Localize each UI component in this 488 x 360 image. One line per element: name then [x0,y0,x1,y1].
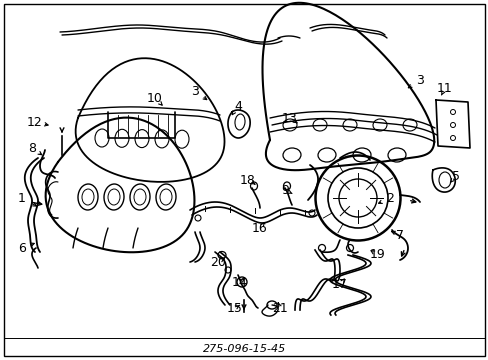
Text: 21: 21 [271,302,287,315]
Text: 2: 2 [385,192,393,204]
Text: 14: 14 [232,275,247,288]
Text: 15: 15 [226,302,243,315]
Text: 1: 1 [18,192,26,204]
Text: 13: 13 [282,112,297,125]
Text: 16: 16 [252,221,267,234]
Text: 7: 7 [395,229,403,242]
Text: 3: 3 [415,73,423,86]
Text: 20: 20 [210,256,225,269]
Text: 8: 8 [28,141,36,154]
Text: 275-096-15-45: 275-096-15-45 [203,344,285,354]
Text: 19: 19 [369,248,385,261]
Text: 18: 18 [240,174,255,186]
Text: 9: 9 [281,184,288,197]
Text: 5: 5 [451,170,459,183]
Text: 6: 6 [18,242,26,255]
Text: 3: 3 [191,85,199,98]
Text: 10: 10 [147,91,163,104]
Text: 4: 4 [234,99,242,113]
Text: 12: 12 [27,116,43,129]
Text: 17: 17 [331,279,347,292]
Text: 11: 11 [436,81,452,95]
